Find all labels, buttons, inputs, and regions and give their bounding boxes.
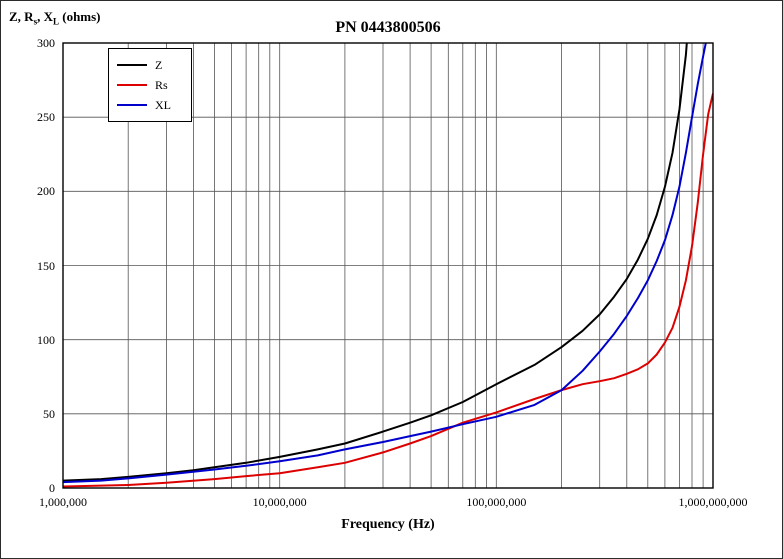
rs-line-swatch — [117, 84, 147, 86]
y-axis-title-sub: L — [52, 16, 59, 27]
series-xl-line — [63, 43, 707, 484]
y-axis-title-part: (ohms) — [58, 9, 101, 24]
legend-item-rs: Rs — [117, 75, 183, 95]
y-tick-label: 50 — [43, 406, 55, 421]
y-axis-title-part: Z, R — [9, 9, 34, 24]
plot-border — [62, 42, 714, 489]
y-tick-label: 300 — [37, 36, 55, 50]
xl-line-swatch — [117, 104, 147, 106]
legend-label-xl: XL — [155, 98, 171, 112]
series-rs-line — [63, 93, 713, 488]
x-tick-label: 1,000,000 — [39, 495, 87, 509]
legend-label-z: Z — [155, 58, 163, 72]
y-tick-label: 100 — [37, 332, 55, 347]
gridlines — [62, 42, 714, 489]
legend-label-rs: Rs — [155, 78, 168, 92]
y-tick-label: 200 — [37, 184, 55, 199]
y-axis-title-sub: s — [33, 16, 38, 27]
legend-item-xl: XL — [117, 95, 183, 115]
y-axis-title: Z, Rs, XL (ohms) — [9, 9, 101, 27]
x-tick-label: 10,000,000 — [252, 495, 307, 509]
z-line-swatch — [117, 64, 147, 66]
series-z-line — [63, 43, 688, 482]
legend-item-z: Z — [117, 55, 183, 75]
y-tick-label: 150 — [37, 258, 55, 273]
y-tick-label: 0 — [49, 481, 55, 495]
y-axis-title-part: , X — [37, 9, 53, 24]
x-tick-label: 1,000,000,000 — [678, 495, 748, 509]
y-tick-label: 250 — [37, 110, 55, 125]
x-tick-label: 100,000,000 — [466, 495, 527, 509]
legend: Z Rs XL — [108, 48, 192, 122]
chart-title: PN 0443800506 — [335, 19, 441, 36]
x-axis-title: Frequency (Hz) — [341, 517, 435, 532]
